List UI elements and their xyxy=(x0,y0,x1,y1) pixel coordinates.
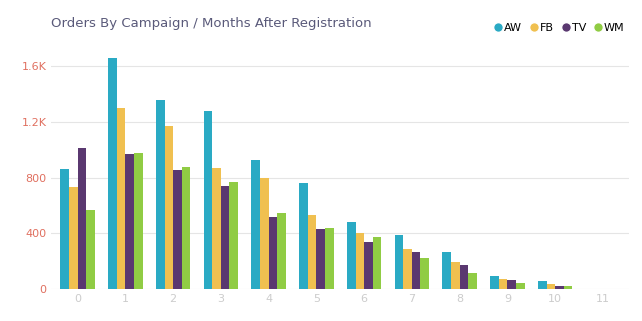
Bar xyxy=(78,148,86,289)
Bar xyxy=(268,217,277,289)
Bar xyxy=(468,273,477,289)
Bar xyxy=(317,229,325,289)
Bar xyxy=(308,215,317,289)
Bar xyxy=(125,154,134,289)
Bar xyxy=(364,242,373,289)
Bar xyxy=(173,170,182,289)
Bar xyxy=(356,233,364,289)
Bar xyxy=(347,222,356,289)
Text: Orders By Campaign / Months After Registration: Orders By Campaign / Months After Regist… xyxy=(51,17,372,30)
Bar xyxy=(156,100,164,289)
Bar xyxy=(516,283,525,289)
Bar xyxy=(60,169,69,289)
Legend: AW, FB, TV, WM: AW, FB, TV, WM xyxy=(491,19,629,37)
Bar xyxy=(117,108,125,289)
Bar xyxy=(499,279,507,289)
Bar xyxy=(451,263,460,289)
Bar xyxy=(182,167,190,289)
Bar xyxy=(538,281,546,289)
Bar xyxy=(490,276,499,289)
Bar xyxy=(546,284,555,289)
Bar xyxy=(221,186,229,289)
Bar xyxy=(204,111,213,289)
Bar xyxy=(164,126,173,289)
Bar xyxy=(412,252,421,289)
Bar xyxy=(252,160,260,289)
Bar xyxy=(395,235,403,289)
Bar xyxy=(213,168,221,289)
Bar xyxy=(555,286,564,289)
Bar xyxy=(86,210,95,289)
Bar xyxy=(460,265,468,289)
Bar xyxy=(421,257,429,289)
Bar xyxy=(260,178,268,289)
Bar xyxy=(442,252,451,289)
Bar xyxy=(403,248,412,289)
Bar xyxy=(325,229,334,289)
Bar xyxy=(229,182,238,289)
Bar xyxy=(373,237,381,289)
Bar xyxy=(299,183,308,289)
Bar xyxy=(134,152,143,289)
Bar xyxy=(564,286,572,289)
Bar xyxy=(69,187,78,289)
Bar xyxy=(108,58,117,289)
Bar xyxy=(507,280,516,289)
Bar xyxy=(277,213,286,289)
